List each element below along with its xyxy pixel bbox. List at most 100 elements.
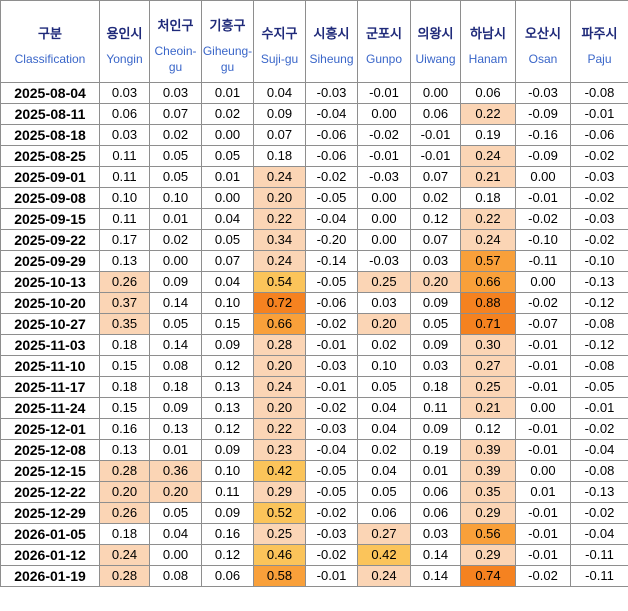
value-cell: 0.35 [460, 481, 516, 503]
value-cell: -0.01 [570, 397, 628, 419]
value-cell: 0.02 [357, 439, 411, 461]
value-cell: -0.09 [515, 145, 571, 167]
value-cell: 0.13 [201, 397, 254, 419]
value-cell: -0.01 [515, 418, 571, 440]
value-cell: -0.07 [515, 313, 571, 335]
value-cell: 0.09 [149, 397, 202, 419]
row-date: 2025-08-25 [0, 145, 100, 167]
value-cell: 0.06 [357, 502, 411, 524]
header-row: 구분 Classification 용인시 Yongin 처인구 Cheoin-gu 기흥구… [0, 0, 628, 83]
value-cell: 0.03 [357, 292, 411, 314]
table-row: 2025-12-08 0.13 0.01 0.09 0.23 -0.04 0.02 0.19 0… [0, 439, 628, 461]
value-cell: 0.20 [253, 355, 306, 377]
value-cell: -0.04 [570, 439, 628, 461]
value-cell: -0.01 [305, 565, 358, 587]
value-cell: 0.20 [253, 187, 306, 209]
header-english-label: Paju [587, 51, 612, 66]
table-row: 2025-12-15 0.28 0.36 0.10 0.42 -0.05 0.04 0.01 0… [0, 460, 628, 482]
value-cell: -0.03 [570, 208, 628, 230]
value-cell: 0.12 [201, 418, 254, 440]
table-row: 2025-12-29 0.26 0.05 0.09 0.52 -0.02 0.06 0.06 0… [0, 502, 628, 524]
table-row: 2026-01-12 0.24 0.00 0.12 0.46 -0.02 0.42 0.14 0… [0, 544, 628, 566]
value-cell: -0.11 [570, 565, 628, 587]
value-cell: 0.09 [201, 334, 254, 356]
value-cell: 0.18 [99, 376, 150, 398]
value-cell: 0.18 [149, 376, 202, 398]
value-cell: 0.10 [99, 187, 150, 209]
value-cell: -0.06 [305, 124, 358, 146]
value-cell: 0.06 [99, 103, 150, 125]
value-cell: -0.03 [515, 82, 571, 104]
value-cell: -0.13 [570, 481, 628, 503]
value-cell: 0.01 [515, 481, 571, 503]
value-cell: -0.16 [515, 124, 571, 146]
value-cell: 0.22 [253, 208, 306, 230]
value-cell: 0.00 [357, 229, 411, 251]
value-cell: -0.06 [305, 145, 358, 167]
value-cell: 0.14 [410, 544, 461, 566]
value-cell: -0.04 [305, 103, 358, 125]
row-date: 2025-11-03 [0, 334, 100, 356]
value-cell: -0.04 [305, 208, 358, 230]
header-korean-label: 시흥시 [313, 25, 350, 41]
table-row: 2025-11-17 0.18 0.18 0.13 0.24 -0.01 0.05 0.18 0… [0, 376, 628, 398]
value-cell: 0.17 [99, 229, 150, 251]
value-cell: 0.46 [253, 544, 306, 566]
value-cell: 0.28 [99, 460, 150, 482]
value-cell: 0.00 [201, 124, 254, 146]
value-cell: 0.15 [201, 313, 254, 335]
value-cell: 0.00 [149, 250, 202, 272]
table-row: 2025-08-04 0.03 0.03 0.01 0.04 -0.03 -0.01 0.00… [0, 82, 628, 104]
header-yongin: 용인시 Yongin [99, 0, 150, 83]
table-row: 2025-08-25 0.11 0.05 0.05 0.18 -0.06 -0.01 -0.0… [0, 145, 628, 167]
value-cell: 0.11 [99, 145, 150, 167]
value-cell: 0.03 [99, 124, 150, 146]
row-date: 2025-08-04 [0, 82, 100, 104]
value-cell: -0.03 [305, 523, 358, 545]
value-cell: -0.01 [515, 502, 571, 524]
value-cell: -0.08 [570, 460, 628, 482]
value-cell: -0.05 [305, 460, 358, 482]
value-cell: -0.02 [515, 208, 571, 230]
value-cell: 0.11 [201, 481, 254, 503]
value-cell: 0.09 [201, 502, 254, 524]
header-korean-label: 군포시 [366, 25, 402, 41]
value-cell: 0.12 [460, 418, 516, 440]
header-korean-label: 의왕시 [417, 25, 454, 41]
table-row: 2025-09-01 0.11 0.05 0.01 0.24 -0.02 -0.03 0.07… [0, 166, 628, 188]
value-cell: 0.02 [357, 334, 411, 356]
value-cell: 0.27 [357, 523, 411, 545]
value-cell: 0.07 [149, 103, 202, 125]
table-row: 2025-10-20 0.37 0.14 0.10 0.72 -0.06 0.03 0.09 0… [0, 292, 628, 314]
value-cell: -0.05 [305, 271, 358, 293]
value-cell: -0.01 [570, 103, 628, 125]
row-date: 2025-11-10 [0, 355, 100, 377]
value-cell: 0.01 [410, 460, 461, 482]
header-korean-label: 하남시 [470, 25, 506, 41]
value-cell: 0.24 [253, 166, 306, 188]
value-cell: 0.28 [99, 565, 150, 587]
header-osan: 오산시 Osan [515, 0, 571, 83]
value-cell: 0.57 [460, 250, 516, 272]
value-cell: -0.02 [570, 502, 628, 524]
value-cell: 0.39 [460, 460, 516, 482]
value-cell: 0.56 [460, 523, 516, 545]
value-cell: 0.10 [201, 292, 254, 314]
header-korean-label: 용인시 [106, 25, 143, 41]
value-cell: -0.11 [515, 250, 571, 272]
value-cell: 0.03 [410, 355, 461, 377]
value-cell: 0.72 [253, 292, 306, 314]
value-cell: 0.54 [253, 271, 306, 293]
value-cell: -0.12 [570, 292, 628, 314]
row-date: 2025-12-29 [0, 502, 100, 524]
value-cell: 0.06 [201, 565, 254, 587]
value-cell: 0.25 [253, 523, 306, 545]
header-giheunggu: 기흥구 Giheung-gu [201, 0, 254, 83]
header-hanam: 하남시 Hanam [460, 0, 516, 83]
row-date: 2025-12-22 [0, 481, 100, 503]
value-cell: 0.13 [201, 376, 254, 398]
header-english-label: Yongin [106, 51, 143, 66]
value-cell: -0.06 [305, 292, 358, 314]
value-cell: -0.10 [515, 229, 571, 251]
value-cell: 0.29 [460, 502, 516, 524]
